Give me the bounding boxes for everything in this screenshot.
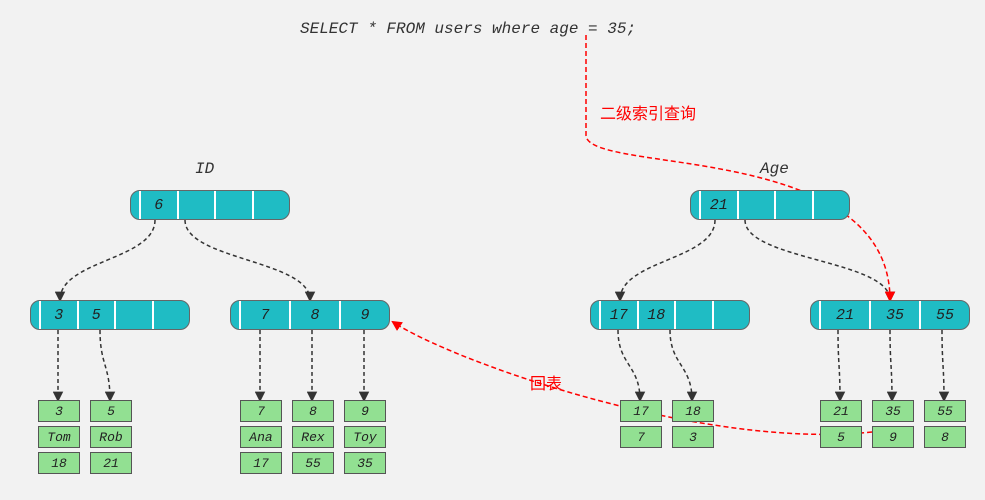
- table-lookup-annotation: 回表: [530, 370, 562, 394]
- leaf-cell: 3: [38, 400, 80, 422]
- tree-edge: [185, 220, 310, 300]
- age-tree-label: Age: [760, 160, 789, 178]
- leaf-cell: Rob: [90, 426, 132, 448]
- leaf-cell: 18: [672, 400, 714, 422]
- leaf-cell: Toy: [344, 426, 386, 448]
- leaf-cell: Tom: [38, 426, 80, 448]
- node-slot: [739, 191, 777, 219]
- leaf-cell: 8: [292, 400, 334, 422]
- leaf-cell: 21: [90, 452, 132, 474]
- node-slot: [676, 301, 714, 329]
- node-slot: 18: [639, 301, 677, 329]
- leaf-cell: 18: [38, 452, 80, 474]
- lookup-path: [586, 35, 890, 300]
- btree-node-id_root: 6: [130, 190, 290, 220]
- leaf-cell: Ana: [240, 426, 282, 448]
- leaf-a21: 215: [820, 400, 862, 448]
- node-slot: 5: [79, 301, 117, 329]
- tree-edge: [670, 330, 692, 400]
- node-slot: [776, 191, 814, 219]
- node-slot: 3: [41, 301, 79, 329]
- leaf-cell: 55: [292, 452, 334, 474]
- leaf-cell: 21: [820, 400, 862, 422]
- node-slot: 6: [141, 191, 179, 219]
- node-slot: [179, 191, 217, 219]
- tree-edge: [942, 330, 944, 400]
- node-slot: [154, 301, 190, 329]
- leaf-cell: 9: [872, 426, 914, 448]
- tree-edge: [890, 330, 892, 400]
- node-slot: 55: [921, 301, 969, 329]
- leaf-cell: 17: [620, 400, 662, 422]
- secondary-index-annotation: 二级索引查询: [600, 100, 696, 124]
- btree-node-id_l: 35: [30, 300, 190, 330]
- leaf-cell: 55: [924, 400, 966, 422]
- leaf-cell: 7: [620, 426, 662, 448]
- leaf-cell: 9: [344, 400, 386, 422]
- tree-edge: [620, 220, 715, 300]
- node-slot: [216, 191, 254, 219]
- btree-node-id_r: 789: [230, 300, 390, 330]
- node-slot: 7: [241, 301, 291, 329]
- leaf-l7: 7 Ana 17: [240, 400, 282, 474]
- tree-edge: [60, 220, 155, 300]
- leaf-cell: 17: [240, 452, 282, 474]
- tree-edge: [838, 330, 840, 400]
- btree-node-age_r: 213555: [810, 300, 970, 330]
- leaf-cell: Rex: [292, 426, 334, 448]
- node-slot: [254, 191, 290, 219]
- node-slot: 21: [701, 191, 739, 219]
- sql-query: SELECT * FROM users where age = 35;: [300, 20, 636, 38]
- node-slot: [814, 191, 850, 219]
- leaf-cell: 35: [344, 452, 386, 474]
- tree-edge: [618, 330, 640, 400]
- leaf-a17: 177: [620, 400, 662, 448]
- leaf-l8: 8 Rex 55: [292, 400, 334, 474]
- leaf-cell: 8: [924, 426, 966, 448]
- leaf-a18: 183: [672, 400, 714, 448]
- tree-edge: [100, 330, 110, 400]
- node-slot: 8: [291, 301, 341, 329]
- leaf-l3: 3 Tom 18: [38, 400, 80, 474]
- leaf-l9: 9 Toy 35: [344, 400, 386, 474]
- node-slot: 9: [341, 301, 389, 329]
- btree-node-age_root: 21: [690, 190, 850, 220]
- leaf-cell: 5: [90, 400, 132, 422]
- id-tree-label: ID: [195, 160, 214, 178]
- node-slot: 21: [821, 301, 871, 329]
- node-slot: [714, 301, 750, 329]
- tree-edge: [745, 220, 890, 300]
- node-slot: [116, 301, 154, 329]
- leaf-cell: 3: [672, 426, 714, 448]
- node-slot: 17: [601, 301, 639, 329]
- leaf-a55: 558: [924, 400, 966, 448]
- leaf-cell: 5: [820, 426, 862, 448]
- leaf-a35: 359: [872, 400, 914, 448]
- leaf-l5: 5 Rob 21: [90, 400, 132, 474]
- node-slot: 35: [871, 301, 921, 329]
- leaf-cell: 7: [240, 400, 282, 422]
- btree-node-age_l: 1718: [590, 300, 750, 330]
- leaf-cell: 35: [872, 400, 914, 422]
